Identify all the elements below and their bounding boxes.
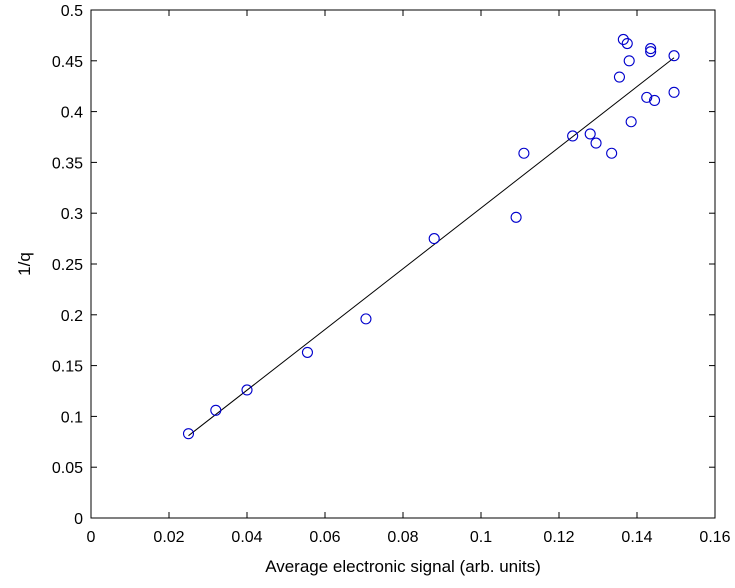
data-point — [606, 147, 618, 159]
y-axis-label: 1/q — [15, 252, 34, 276]
data-point — [510, 211, 522, 223]
x-tick-label: 0.06 — [309, 529, 340, 546]
data-point — [623, 55, 635, 67]
y-tick-label: 0.2 — [61, 308, 83, 325]
y-tick-label: 0.4 — [61, 105, 83, 122]
data-point — [617, 33, 629, 46]
data-point — [590, 137, 602, 149]
data-point — [668, 86, 680, 98]
x-tick-label: 0.14 — [621, 529, 652, 546]
data-point — [360, 313, 372, 325]
data-point — [567, 130, 579, 142]
x-tick-label: 0.04 — [231, 529, 262, 546]
y-tick-label: 0 — [74, 511, 83, 528]
data-point — [668, 50, 680, 62]
data-point — [428, 233, 440, 245]
y-tick-label: 0.45 — [52, 54, 83, 71]
x-tick-label: 0.1 — [470, 529, 492, 546]
fit-line-layer — [188, 57, 675, 437]
x-tick-label: 0.08 — [387, 529, 418, 546]
data-points-layer — [182, 33, 680, 440]
y-tick-label: 0.5 — [61, 3, 83, 20]
data-point — [518, 147, 530, 159]
data-point — [584, 128, 596, 140]
fit-line — [188, 57, 675, 437]
x-tick-label: 0.02 — [153, 529, 184, 546]
x-tick-label: 0.12 — [543, 529, 574, 546]
data-point — [625, 116, 637, 128]
data-point — [182, 428, 195, 440]
y-tick-label: 0.35 — [52, 155, 83, 172]
y-tick-label: 0.05 — [52, 460, 83, 477]
data-point — [613, 71, 626, 83]
data-point — [210, 404, 222, 416]
data-point — [645, 43, 657, 55]
data-point — [621, 37, 633, 50]
y-tick-label: 0.1 — [61, 409, 83, 426]
x-axis-label: Average electronic signal (arb. units) — [265, 557, 541, 576]
y-axis-ticks: 0 0.05 0.1 0.15 0.2 0.25 0.3 0.35 0.4 0.45 0.5 — [52, 3, 715, 528]
data-point — [645, 46, 657, 58]
plot-area — [90, 9, 716, 519]
x-axis-ticks: 0 0.02 0.04 0.06 0.08 0.1 0.12 0.14 0.16 — [87, 10, 731, 546]
data-point — [301, 346, 314, 358]
data-point — [648, 94, 661, 106]
y-tick-label: 0.25 — [52, 257, 83, 274]
y-tick-label: 0.15 — [52, 359, 83, 376]
x-tick-label: 0 — [87, 529, 96, 546]
data-point — [241, 384, 253, 396]
x-tick-label: 0.16 — [699, 529, 730, 546]
data-point — [641, 91, 653, 103]
y-tick-label: 0.3 — [61, 206, 83, 223]
